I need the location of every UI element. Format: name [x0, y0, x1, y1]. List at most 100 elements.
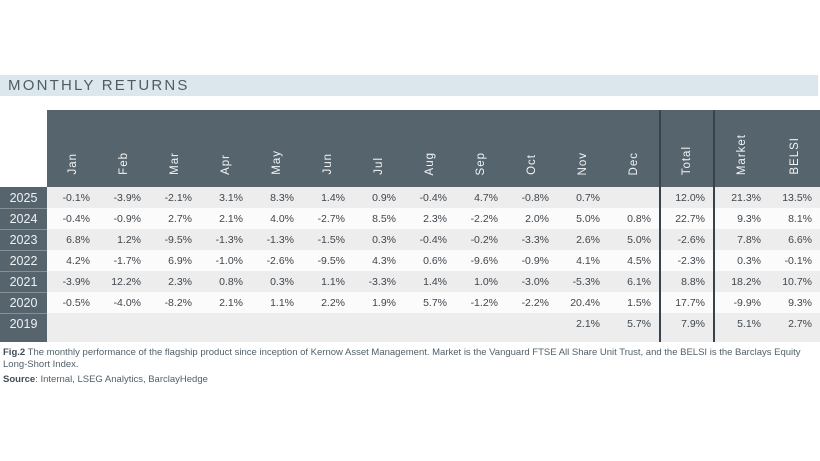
figure-caption: Fig.2 The monthly performance of the fla…	[3, 347, 815, 371]
return-cell: 4.0%	[251, 208, 302, 229]
column-header-label: Aug	[423, 151, 436, 175]
return-cell: -1.2%	[455, 292, 506, 313]
spacer-cell	[455, 334, 506, 342]
return-cell: -1.0%	[200, 250, 251, 271]
return-cell: -1.5%	[302, 229, 353, 250]
column-header-label: Jul	[372, 157, 385, 175]
year-label: 2021	[0, 271, 47, 292]
return-cell: -1.3%	[251, 229, 302, 250]
month-header-cell-jun: Jun	[302, 110, 353, 187]
return-cell: -0.1%	[47, 187, 98, 208]
source-note: Source: Internal, LSEG Analytics, Barcla…	[3, 374, 815, 386]
return-cell: -9.5%	[302, 250, 353, 271]
return-cell: 20.4%	[557, 292, 608, 313]
year-label: 2022	[0, 250, 47, 271]
spacer-cell	[506, 334, 557, 342]
return-cell: 5.1%	[713, 313, 769, 334]
table-row-2023: 2023 6.8% 1.2% -9.5% -1.3% -1.3% -1.5% 0.3% -0.4…	[0, 229, 820, 250]
return-cell: 2.1%	[557, 313, 608, 334]
column-header-label: Market	[736, 133, 748, 175]
return-cell: 2.1%	[200, 292, 251, 313]
return-cell: -0.5%	[47, 292, 98, 313]
month-header-cell-mar: Mar	[149, 110, 200, 187]
return-cell	[404, 313, 455, 334]
return-cell: 8.1%	[769, 208, 820, 229]
return-cell: -0.9%	[98, 208, 149, 229]
return-cell: 0.6%	[404, 250, 455, 271]
return-cell: 0.8%	[200, 271, 251, 292]
return-cell: 0.3%	[251, 271, 302, 292]
month-header-cell-aug: Aug	[404, 110, 455, 187]
return-cell: 2.2%	[302, 292, 353, 313]
return-cell: -1.7%	[98, 250, 149, 271]
spacer-cell	[608, 334, 659, 342]
return-cell: 5.0%	[557, 208, 608, 229]
return-cell: -3.9%	[98, 187, 149, 208]
source-label: Source	[3, 374, 36, 385]
column-header-label: Sep	[474, 151, 487, 175]
return-cell: 5.7%	[608, 313, 659, 334]
return-cell: 22.7%	[659, 208, 713, 229]
column-header-label: Jan	[66, 153, 79, 175]
source-text: : Internal, LSEG Analytics, BarclayHedge	[35, 374, 208, 385]
year-label: 2024	[0, 208, 47, 229]
return-cell: 0.9%	[353, 187, 404, 208]
return-cell: -0.4%	[47, 208, 98, 229]
column-header-label: Nov	[576, 151, 589, 175]
spacer-cell	[47, 334, 98, 342]
return-cell: -9.9%	[713, 292, 769, 313]
return-cell: -2.6%	[659, 229, 713, 250]
column-header-label: Jun	[321, 153, 334, 175]
return-cell	[251, 313, 302, 334]
month-header-cell-apr: Apr	[200, 110, 251, 187]
summary-header-cell-market: Market	[713, 110, 769, 187]
return-cell: 4.1%	[557, 250, 608, 271]
column-header-label: Mar	[168, 152, 181, 175]
spacer-cell	[149, 334, 200, 342]
return-cell: 13.5%	[769, 187, 820, 208]
return-cell: 1.1%	[302, 271, 353, 292]
spacer-cell	[251, 334, 302, 342]
monthly-returns-table: Jan Feb Mar Apr May Jun Jul Aug Sep Oct Nov Dec Tota…	[0, 110, 820, 342]
return-cell: 8.3%	[251, 187, 302, 208]
spacer-cell	[302, 334, 353, 342]
table-corner-cell	[0, 110, 47, 187]
return-cell: -5.3%	[557, 271, 608, 292]
return-cell: -0.4%	[404, 229, 455, 250]
return-cell: 6.9%	[149, 250, 200, 271]
return-cell: 1.1%	[251, 292, 302, 313]
return-cell: -2.3%	[659, 250, 713, 271]
column-header-label: BELSI	[788, 137, 801, 175]
return-cell: -9.5%	[149, 229, 200, 250]
month-header-cell-jul: Jul	[353, 110, 404, 187]
return-cell: 0.3%	[353, 229, 404, 250]
month-header-cell-jan: Jan	[47, 110, 98, 187]
return-cell: 1.4%	[404, 271, 455, 292]
table-header-row: Jan Feb Mar Apr May Jun Jul Aug Sep Oct Nov Dec Tota…	[0, 110, 820, 187]
return-cell: 2.6%	[557, 229, 608, 250]
return-cell: 2.1%	[200, 208, 251, 229]
return-cell	[47, 313, 98, 334]
return-cell: -9.6%	[455, 250, 506, 271]
return-cell: 2.7%	[769, 313, 820, 334]
month-header-cell-oct: Oct	[506, 110, 557, 187]
return-cell: -0.4%	[404, 187, 455, 208]
return-cell: 4.7%	[455, 187, 506, 208]
return-cell: -3.3%	[506, 229, 557, 250]
figure-caption-label: Fig.2	[3, 347, 26, 358]
spacer-cell	[557, 334, 608, 342]
column-header-label: Dec	[627, 151, 640, 175]
return-cell: 8.5%	[353, 208, 404, 229]
table-row-2020: 2020 -0.5% -4.0% -8.2% 2.1% 1.1% 2.2% 1.9% 5.7% -…	[0, 292, 820, 313]
return-cell	[302, 313, 353, 334]
return-cell: 12.2%	[98, 271, 149, 292]
return-cell: 6.6%	[769, 229, 820, 250]
return-cell: -2.7%	[302, 208, 353, 229]
return-cell: -0.8%	[506, 187, 557, 208]
return-cell: -3.9%	[47, 271, 98, 292]
return-cell: -2.6%	[251, 250, 302, 271]
return-cell: -0.2%	[455, 229, 506, 250]
column-header-label: Feb	[117, 152, 130, 175]
month-header-cell-feb: Feb	[98, 110, 149, 187]
